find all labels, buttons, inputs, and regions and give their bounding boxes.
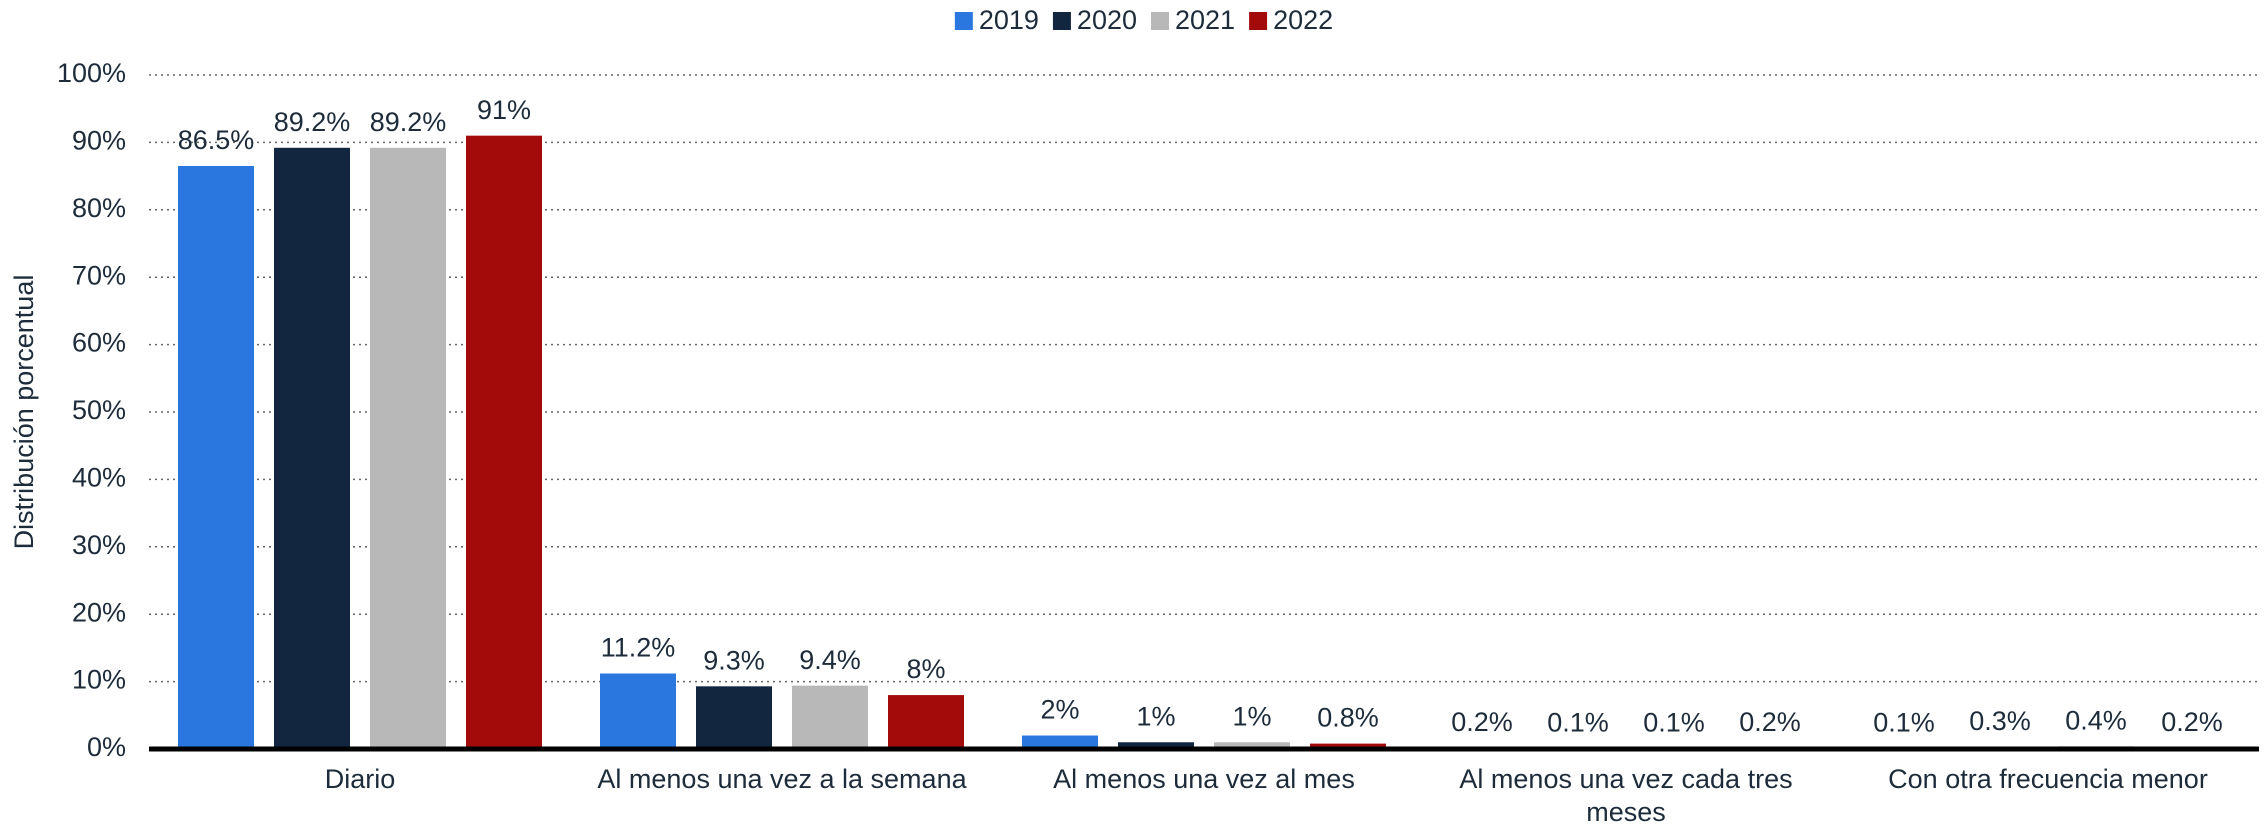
legend-label: 2019 [979, 5, 1039, 35]
value-label: 1% [1232, 701, 1271, 731]
y-tick-label: 20% [72, 597, 126, 627]
bar [696, 686, 772, 749]
x-tick-label: Con otra frecuencia menor [1888, 764, 2208, 794]
x-tick-label-box: Al menos una vez al mes [1053, 764, 1355, 794]
value-label: 89.2% [370, 107, 447, 137]
value-label: 11.2% [601, 633, 676, 663]
y-tick-label: 10% [72, 665, 126, 695]
legend-label: 2020 [1077, 5, 1137, 35]
legend-label: 2021 [1175, 5, 1235, 35]
value-label: 0.4% [2065, 705, 2127, 735]
value-label: 86.5% [178, 125, 255, 155]
value-label: 0.2% [2161, 707, 2223, 737]
legend-item: 2021 [1151, 5, 1235, 35]
x-tick-label-box: Al menos una vez a la semana [597, 764, 967, 794]
bar [1214, 742, 1290, 749]
legend-swatch [1249, 12, 1268, 30]
bar [1118, 742, 1194, 749]
value-label: 2% [1040, 695, 1079, 725]
y-tick-label: 50% [72, 395, 126, 425]
x-tick-label-box: Al menos una vez cada tres meses [1459, 764, 1793, 827]
value-label: 8% [906, 654, 945, 684]
legend-item: 2019 [954, 5, 1039, 35]
bar [1310, 743, 1386, 749]
legend-swatch [954, 12, 973, 30]
value-label: 9.3% [703, 645, 765, 675]
value-label: 0.1% [1873, 707, 1935, 737]
legend-item: 2022 [1249, 5, 1333, 35]
value-label: 0.1% [1547, 707, 1609, 737]
legend-item: 2020 [1052, 5, 1137, 35]
legend-swatch [1151, 12, 1169, 30]
value-label: 91% [477, 95, 531, 125]
x-tick-label: Al menos una vez al mes [1053, 764, 1355, 794]
bar [178, 165, 254, 750]
value-label: 0.2% [1739, 707, 1801, 737]
bar [1022, 735, 1098, 749]
y-tick-label: 0% [87, 732, 126, 762]
y-tick-label: 80% [72, 193, 126, 223]
legend-label: 2022 [1273, 5, 1333, 35]
value-label: 1% [1136, 701, 1175, 731]
value-label: 0.1% [1643, 707, 1705, 737]
bar [600, 673, 676, 749]
y-tick-label: 30% [72, 530, 126, 560]
y-tick-label: 100% [57, 58, 126, 88]
value-label: 9.4% [799, 645, 861, 675]
bar [888, 695, 964, 749]
bar [274, 147, 350, 750]
x-tick-label-box: Diario [324, 764, 396, 794]
y-tick-label: 60% [72, 328, 126, 358]
y-tick-label: 40% [72, 463, 126, 493]
bar [466, 135, 542, 749]
y-tick-label: 70% [72, 260, 126, 290]
value-label: 0.3% [1969, 706, 2031, 736]
value-label: 0.8% [1317, 703, 1379, 733]
bar [792, 685, 868, 749]
y-tick-label: 90% [72, 126, 126, 156]
x-tick-label-box: Con otra frecuencia menor [1888, 764, 2208, 794]
bar [370, 147, 446, 750]
x-tick-label: Al menos una vez a la semana [597, 764, 967, 794]
y-axis-label: Distribución porcentual [9, 275, 39, 550]
value-label: 89.2% [274, 107, 351, 137]
legend-swatch [1052, 12, 1071, 30]
value-label: 0.2% [1451, 707, 1513, 737]
x-tick-label: Diario [324, 764, 396, 794]
x-tick-label: Al menos una vez cada tres meses [1459, 764, 1793, 827]
